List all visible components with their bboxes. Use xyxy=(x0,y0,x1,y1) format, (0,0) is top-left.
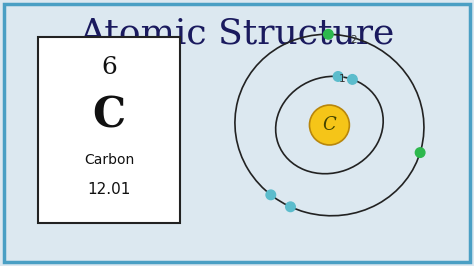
Circle shape xyxy=(415,148,425,157)
Circle shape xyxy=(286,202,295,211)
Text: C: C xyxy=(322,116,337,134)
Circle shape xyxy=(324,30,333,39)
Text: C: C xyxy=(92,94,126,136)
Bar xyxy=(38,37,180,223)
Circle shape xyxy=(347,74,357,84)
Circle shape xyxy=(310,105,349,145)
Text: 2: 2 xyxy=(350,35,357,44)
Circle shape xyxy=(333,72,343,81)
Circle shape xyxy=(266,190,275,200)
Text: Atomic Structure: Atomic Structure xyxy=(79,17,395,51)
Text: 6: 6 xyxy=(101,56,117,78)
Text: 1: 1 xyxy=(338,74,345,84)
Text: Carbon: Carbon xyxy=(84,153,134,167)
Text: 12.01: 12.01 xyxy=(87,182,131,197)
